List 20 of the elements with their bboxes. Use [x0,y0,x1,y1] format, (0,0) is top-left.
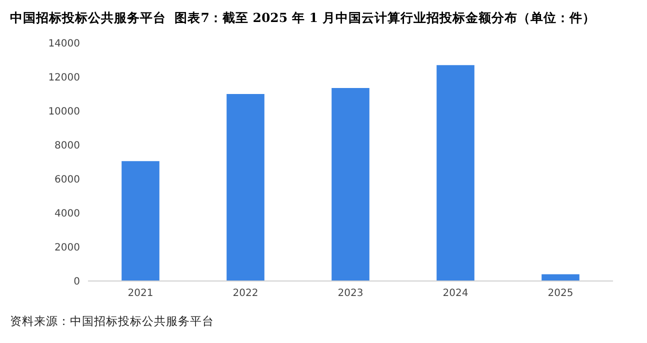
y-tick-label: 0 [74,276,80,288]
y-tick-label: 4000 [54,208,80,220]
x-tick-label: 2021 [128,288,154,300]
y-tick-label: 6000 [54,174,80,186]
y-tick-label: 8000 [54,140,80,152]
x-tick-label: 2023 [338,288,364,300]
x-tick-label: 2022 [232,288,258,300]
bar [542,274,580,281]
bar [436,65,474,281]
x-tick-label: 2024 [442,288,468,300]
y-tick-label: 10000 [48,106,80,118]
bar [226,94,264,281]
chart-title: 中国招标投标公共服务平台 图表7：截至 2025 年 1 月中国云计算行业招投标金额分布（单位：件） [10,10,596,27]
bar [122,161,160,281]
bar [332,88,370,281]
y-tick-label: 12000 [48,72,80,84]
text: 资料来源：中国招标投标公共服务平台 [10,314,214,329]
x-tick-label: 2025 [548,288,574,300]
y-tick-label: 2000 [54,242,80,254]
y-tick-label: 14000 [48,38,80,50]
